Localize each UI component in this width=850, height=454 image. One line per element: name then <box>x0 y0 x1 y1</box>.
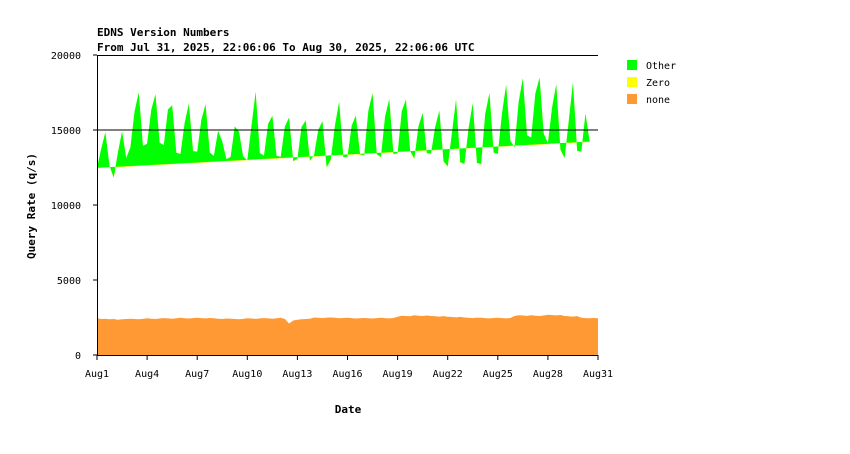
x-tick-label: Aug10 <box>232 369 262 380</box>
y-tick-label: 5000 <box>57 276 81 287</box>
y-tick-label: 10000 <box>51 201 81 212</box>
chart-subtitle: From Jul 31, 2025, 22:06:06 To Aug 30, 2… <box>97 41 475 54</box>
chart-title: EDNS Version Numbers <box>97 26 229 39</box>
legend-label-none: none <box>646 95 670 106</box>
x-tick-label: Aug16 <box>332 369 362 380</box>
axes-layer: 0 5000 10000 15000 20000 Aug1 Aug4 Aug7 Aug10 Aug… <box>51 51 613 380</box>
series-area-none <box>97 314 598 355</box>
legend-swatch-zero <box>627 77 637 87</box>
series-area-other <box>97 77 590 178</box>
x-tick-label: Aug25 <box>483 369 513 380</box>
legend-swatch-other <box>627 60 637 70</box>
x-axis-label: Date <box>335 403 362 416</box>
legend-label-zero: Zero <box>646 78 670 89</box>
x-tick-label: Aug19 <box>383 369 413 380</box>
legend-swatch-none <box>627 94 637 104</box>
x-tick-label: Aug1 <box>85 369 109 380</box>
y-tick-label: 15000 <box>51 126 81 137</box>
y-tick-label: 20000 <box>51 51 81 62</box>
grid-layer <box>97 55 598 131</box>
legend: Other Zero none <box>627 60 676 106</box>
y-tick-label: 0 <box>75 351 81 362</box>
x-tick-label: Aug4 <box>135 369 159 380</box>
x-tick-label: Aug31 <box>583 369 613 380</box>
y-axis-label: Query Rate (q/s) <box>25 153 38 259</box>
x-tick-label: Aug22 <box>433 369 463 380</box>
plot-area <box>97 77 598 355</box>
x-tick-label: Aug13 <box>282 369 312 380</box>
legend-label-other: Other <box>646 61 676 72</box>
x-tick-label: Aug28 <box>533 369 563 380</box>
x-tick-label: Aug7 <box>185 369 209 380</box>
